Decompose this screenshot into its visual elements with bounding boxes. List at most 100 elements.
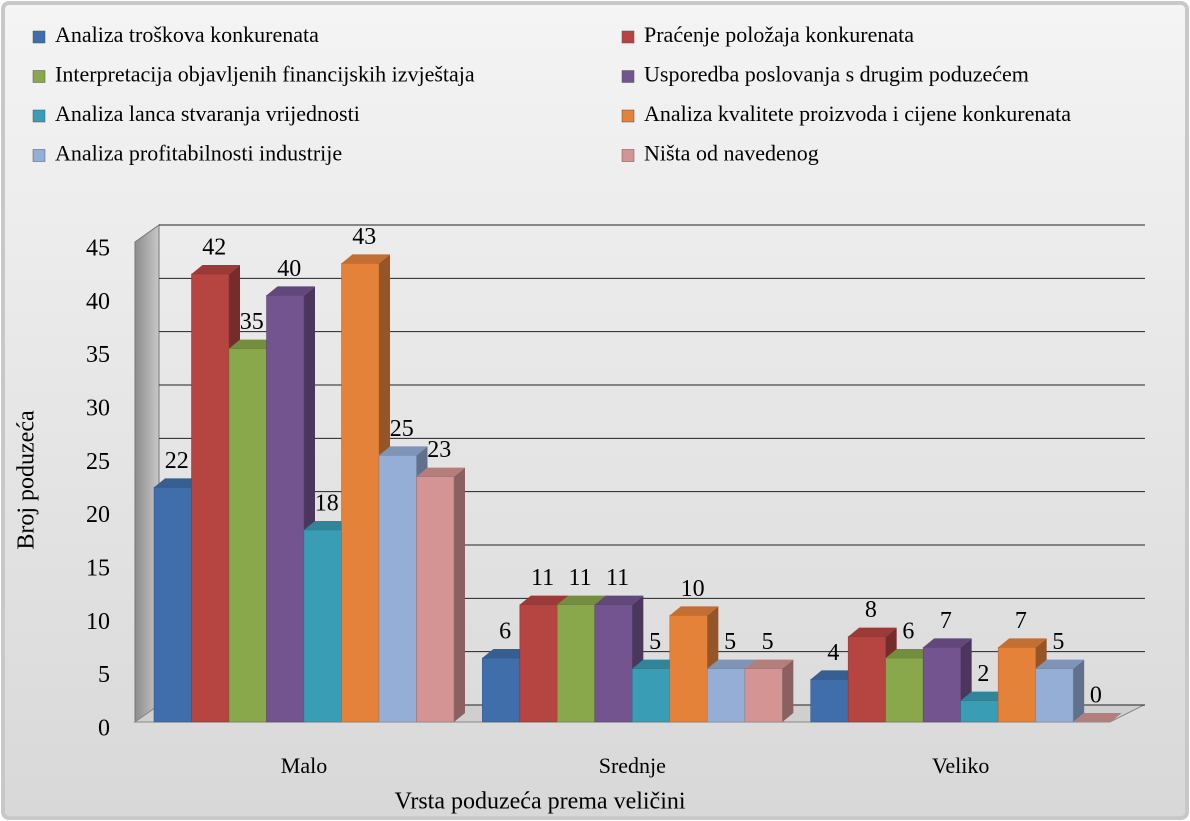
bar-side <box>782 659 794 722</box>
bar-top <box>923 638 972 648</box>
data-label: 11 <box>569 565 592 591</box>
bar <box>997 647 1036 723</box>
bar <box>922 647 961 723</box>
bar-top <box>707 659 756 669</box>
y-axis-title: Broj poduzeća <box>14 410 40 550</box>
data-label: 11 <box>531 565 554 591</box>
legend-swatch <box>621 70 635 83</box>
bar-top <box>810 670 860 680</box>
bar-top <box>191 265 240 274</box>
bar-top <box>632 659 681 669</box>
data-label: 5 <box>1052 629 1064 655</box>
bar-top <box>669 606 719 616</box>
data-label: 6 <box>902 619 914 645</box>
y-tick-label: 45 <box>86 236 110 262</box>
legend-label: Usporedba poslovanja s drugim poduzećem <box>644 62 1029 87</box>
bar-top <box>1035 659 1085 669</box>
data-label: 7 <box>1015 608 1027 634</box>
bar <box>519 604 558 723</box>
bar <box>482 657 521 723</box>
bar <box>191 273 230 723</box>
data-label: 42 <box>202 235 226 261</box>
bar-top <box>557 595 606 605</box>
data-label: 7 <box>940 608 952 634</box>
bar-top <box>519 595 569 605</box>
bar <box>228 348 267 723</box>
data-label: 18 <box>315 491 339 517</box>
bar <box>416 476 455 723</box>
bar-top <box>229 339 278 349</box>
data-label: 22 <box>165 448 189 474</box>
data-label: 5 <box>649 629 661 655</box>
y-tick-label: 20 <box>86 502 110 528</box>
bar <box>303 529 342 723</box>
legend-swatch <box>32 30 46 44</box>
bar <box>341 263 380 723</box>
legend-label: Analiza troškova konkurenata <box>55 22 319 47</box>
bar-top <box>266 286 315 296</box>
bar-top <box>960 691 1010 701</box>
data-label: 11 <box>606 565 629 591</box>
bar-side <box>454 467 465 722</box>
bar <box>1035 668 1074 723</box>
bar-top <box>744 659 794 669</box>
bar <box>153 487 192 723</box>
bar <box>594 604 633 723</box>
data-label: 43 <box>352 224 376 250</box>
bar-top <box>379 446 428 456</box>
data-label: 5 <box>724 629 736 655</box>
legend-label: Analiza kvalitete proizvoda i cijene kon… <box>644 101 1071 126</box>
y-tick-label: 30 <box>86 396 110 422</box>
data-label: 6 <box>499 619 511 645</box>
bar-side <box>1073 659 1085 722</box>
bar-top <box>885 649 935 658</box>
data-label: 35 <box>240 309 264 335</box>
bar-top <box>848 627 897 637</box>
data-label: 8 <box>865 597 877 623</box>
bar <box>810 679 849 723</box>
legend-label: Ništa od navedenog <box>644 141 819 166</box>
x-tick-label: Veliko <box>932 753 989 778</box>
bar <box>707 668 746 723</box>
bar <box>266 295 305 723</box>
legend-label: Analiza profitabilnosti industrije <box>55 141 342 166</box>
legend-swatch <box>32 109 46 123</box>
bar <box>885 657 924 723</box>
bar-top <box>416 467 465 477</box>
data-label: 25 <box>390 416 414 442</box>
data-label: 5 <box>762 629 774 655</box>
legend-swatch <box>32 70 46 83</box>
y-tick-label: 10 <box>86 609 110 635</box>
bar <box>960 700 999 723</box>
x-tick-label: Srednje <box>599 753 666 778</box>
data-label: 23 <box>427 437 451 463</box>
y-tick-label: 15 <box>86 556 110 582</box>
y-tick-label: 40 <box>86 289 110 315</box>
legend-label: Praćenje položaja konkurenata <box>644 22 914 47</box>
bar <box>744 668 783 723</box>
bar-top <box>998 638 1047 648</box>
bar <box>557 604 596 723</box>
data-label: 0 <box>1090 683 1102 709</box>
legend-label: Interpretacija objavljenih financijskih … <box>55 62 475 87</box>
x-axis-title: Vrsta poduzeća prema veličini <box>394 789 685 815</box>
legend-swatch <box>621 30 635 44</box>
y-tick-label: 0 <box>98 716 110 742</box>
bar-top <box>482 649 531 658</box>
bar <box>669 615 708 723</box>
y-tick-label: 5 <box>98 662 110 688</box>
legend-swatch <box>621 109 635 123</box>
bar-top <box>341 254 390 264</box>
data-label: 40 <box>277 256 301 282</box>
legend-swatch <box>621 149 635 162</box>
bar-top <box>304 521 353 530</box>
bar <box>847 636 886 723</box>
y-tick-label: 25 <box>86 449 110 475</box>
bar-top <box>154 478 203 488</box>
x-tick-label: Malo <box>281 753 327 778</box>
legend-label: Analiza lanca stvaranja vrijednosti <box>55 101 360 126</box>
bar-top <box>594 595 644 605</box>
legend-swatch <box>32 149 46 162</box>
data-label: 2 <box>977 661 989 687</box>
